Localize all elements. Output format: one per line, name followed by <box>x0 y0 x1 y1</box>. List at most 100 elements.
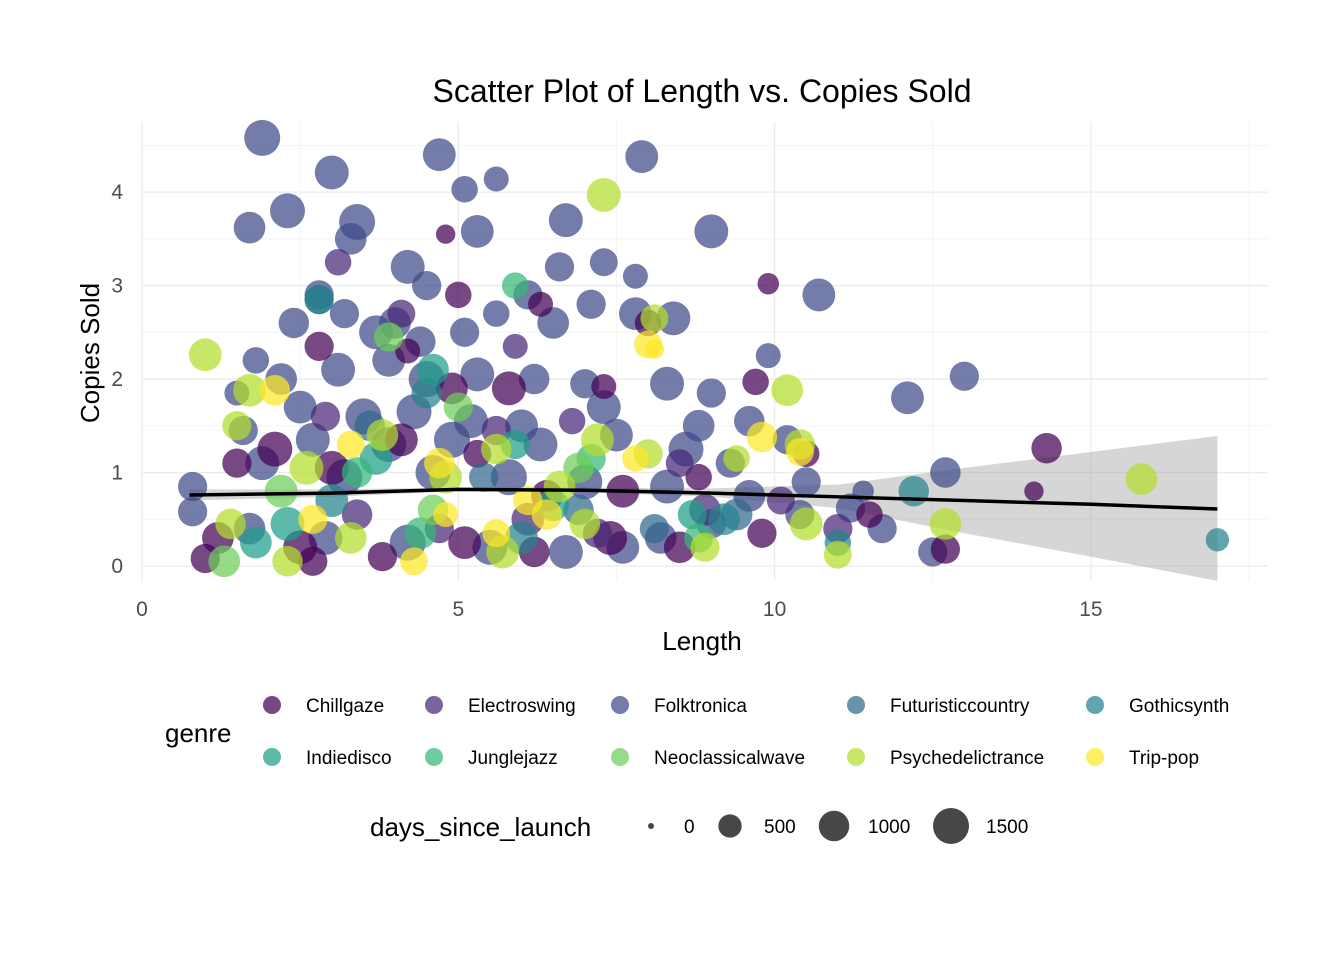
data-point <box>1125 463 1158 495</box>
data-point <box>856 501 883 528</box>
legend-label-junglejazz: Junglejazz <box>468 748 558 769</box>
data-point <box>367 542 398 572</box>
data-point <box>665 449 694 478</box>
data-point <box>298 504 328 534</box>
data-point <box>528 291 554 317</box>
data-point <box>366 419 399 451</box>
data-point <box>257 431 293 467</box>
legend-label-futuristiccountry: Futuristiccountry <box>890 696 1030 717</box>
data-point <box>215 508 246 540</box>
data-point <box>685 463 712 491</box>
data-point <box>304 331 334 361</box>
size-legend-label: 500 <box>764 817 796 838</box>
size-legend-key <box>718 814 742 838</box>
data-point <box>576 289 606 319</box>
y-axis-label: Copies Sold <box>75 283 105 423</box>
data-point <box>283 390 317 424</box>
data-point <box>443 392 473 422</box>
data-point <box>548 534 583 569</box>
data-point <box>898 475 930 507</box>
data-point <box>208 545 241 578</box>
data-point <box>523 427 558 462</box>
data-point <box>650 366 685 401</box>
data-point <box>289 450 324 485</box>
data-point <box>435 224 456 244</box>
data-point <box>222 411 252 441</box>
data-point <box>746 421 778 453</box>
data-point <box>696 378 726 408</box>
data-point <box>278 307 310 339</box>
y-tick-label: 4 <box>111 181 123 204</box>
data-point <box>1205 528 1230 552</box>
data-point <box>640 304 669 333</box>
data-point <box>448 526 482 560</box>
data-point <box>622 445 649 472</box>
data-point <box>422 138 456 172</box>
data-point <box>677 499 707 530</box>
smooth-line <box>189 487 1218 511</box>
data-point <box>264 474 298 508</box>
data-point <box>433 502 459 528</box>
data-point <box>314 155 349 190</box>
data-point <box>310 401 341 432</box>
data-point <box>544 252 575 282</box>
data-point <box>747 518 777 548</box>
data-point <box>501 272 529 299</box>
data-point <box>755 343 781 369</box>
data-point <box>802 278 836 312</box>
data-point <box>625 140 659 174</box>
data-point <box>449 317 480 347</box>
size-legend-label: 1500 <box>986 817 1028 838</box>
legend-label-indiedisco: Indiedisco <box>306 748 392 769</box>
data-point <box>480 433 512 465</box>
chart-title: Scatter Plot of Length vs. Copies Sold <box>433 73 972 109</box>
legend-key-indiedisco <box>263 748 281 766</box>
data-point <box>742 368 769 396</box>
data-point <box>548 203 583 238</box>
legend-label-neoclassicalwave: Neoclassicalwave <box>654 748 805 769</box>
data-point <box>460 214 494 248</box>
data-point <box>771 374 804 407</box>
legend-key-futuristiccountry <box>847 696 865 714</box>
x-tick-label: 10 <box>763 598 786 621</box>
legend-key-folktronica <box>611 696 629 714</box>
data-point <box>233 373 266 407</box>
data-point <box>708 503 740 536</box>
data-point <box>270 193 305 229</box>
data-point <box>930 534 961 564</box>
data-point <box>424 447 455 479</box>
data-point <box>329 298 360 329</box>
size-legend-title: days_since_launch <box>370 812 591 842</box>
data-point <box>390 249 425 284</box>
data-point <box>445 281 472 309</box>
data-point <box>336 430 365 459</box>
data-point <box>723 445 750 472</box>
data-point <box>387 299 416 328</box>
data-point <box>321 352 356 387</box>
data-point <box>570 369 600 399</box>
legend-label-chillgaze: Chillgaze <box>306 696 384 717</box>
data-point <box>785 437 814 466</box>
legend-label-folktronica: Folktronica <box>654 696 747 717</box>
size-legend-label: 1000 <box>868 817 910 838</box>
data-point <box>569 508 601 540</box>
legend-key-junglejazz <box>425 748 443 766</box>
data-point <box>929 508 962 540</box>
data-point <box>581 423 614 457</box>
legend-label-gothicsynth: Gothicsynth <box>1129 696 1229 717</box>
legend-key-neoclassicalwave <box>611 748 629 766</box>
data-point <box>412 270 442 301</box>
y-tick-label: 2 <box>111 368 123 391</box>
data-point <box>930 457 961 488</box>
x-tick-label: 5 <box>452 598 464 621</box>
data-point <box>272 546 303 577</box>
data-point <box>694 214 729 249</box>
size-legend-key <box>818 810 850 842</box>
data-point <box>314 450 349 485</box>
data-point <box>400 547 428 576</box>
legend-key-chillgaze <box>263 696 281 714</box>
data-point <box>304 284 334 315</box>
y-tick-label: 3 <box>111 275 123 298</box>
data-point <box>298 546 328 576</box>
